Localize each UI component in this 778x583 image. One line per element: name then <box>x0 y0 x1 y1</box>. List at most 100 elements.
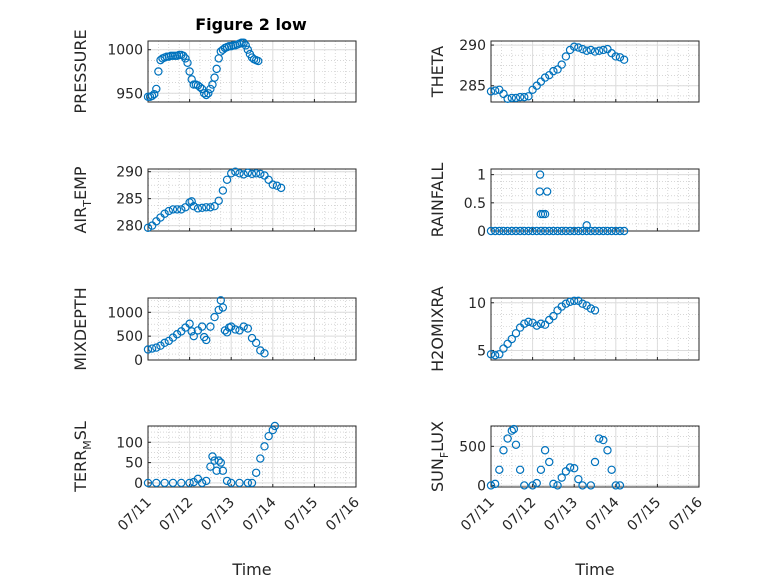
y-tick-label: 0 <box>477 478 486 494</box>
y-axis-label-main: RAINFALL <box>428 163 447 238</box>
y-axis-label-main: MIXDEPTH <box>71 287 90 370</box>
data-point <box>268 425 277 435</box>
data-point <box>156 55 165 65</box>
data-point <box>270 421 280 431</box>
data-point <box>578 226 587 236</box>
data-point <box>189 331 198 341</box>
data-point <box>179 51 188 61</box>
data-point <box>594 46 604 55</box>
data-point <box>590 47 600 56</box>
y-axis-label: H2OMIXRA <box>428 286 447 372</box>
data-point <box>231 325 240 334</box>
y-tick-label: 0 <box>477 224 486 240</box>
x-tick-label: 07/16 <box>323 494 363 534</box>
data-point <box>143 478 153 488</box>
data-point <box>590 226 600 236</box>
y-axis-label-main: AIR <box>71 207 90 234</box>
data-point <box>611 481 621 490</box>
series-markers <box>143 296 269 358</box>
y-tick-label: 0.5 <box>464 196 486 212</box>
data-point <box>520 319 529 328</box>
data-point <box>220 326 230 335</box>
data-point <box>160 209 169 218</box>
data-point <box>222 476 232 486</box>
subplot-7: 0 50 100 07/11 07/12 07/13 07/14 07/15 07/16 Time… <box>71 421 363 579</box>
y-axis-label-main: PRESSURE <box>71 29 90 113</box>
data-point <box>536 226 546 236</box>
data-point <box>206 322 215 331</box>
data-point <box>214 456 223 465</box>
data-point <box>561 226 571 236</box>
data-point <box>239 322 248 331</box>
data-point <box>549 66 558 76</box>
data-point <box>185 478 194 488</box>
subplot-5: 0 500 1000 MIXDEPTH <box>71 287 357 371</box>
axes-box <box>490 425 700 488</box>
y-axis-label-sub: F <box>438 452 451 458</box>
x-tick-label: 07/11 <box>115 495 155 535</box>
data-point <box>185 319 194 328</box>
y-tick-label: 500 <box>459 439 486 455</box>
data-point <box>152 478 161 488</box>
data-point <box>490 479 500 489</box>
y-tick-label: 500 <box>116 329 143 345</box>
x-tick-label: 07/14 <box>240 494 280 534</box>
y-axis-label: AIRTEMP <box>71 166 94 233</box>
series-markers <box>486 424 625 490</box>
data-point <box>254 56 263 66</box>
data-point <box>499 344 508 353</box>
series-markers <box>486 42 629 103</box>
data-point <box>507 93 516 103</box>
data-point <box>218 45 228 54</box>
data-point <box>206 462 215 471</box>
subplot-3: 280 285 290 AIRTEMP <box>71 165 357 235</box>
data-point <box>202 90 211 100</box>
y-tick-label: 0 <box>134 353 143 369</box>
y-axis-label-rest: EMP <box>71 166 90 200</box>
data-point <box>540 446 550 455</box>
axes-box <box>490 297 700 361</box>
data-point <box>507 226 516 236</box>
data-point <box>578 299 587 308</box>
data-point <box>545 226 554 236</box>
x-tick-label: 07/16 <box>666 494 706 534</box>
data-point <box>520 92 529 102</box>
data-point <box>208 452 217 461</box>
data-point <box>603 44 612 54</box>
data-point <box>154 67 163 76</box>
x-tick-label: 07/14 <box>583 494 623 534</box>
data-point <box>565 226 575 236</box>
data-point <box>524 317 533 327</box>
data-point <box>557 226 566 236</box>
data-point <box>486 87 496 96</box>
y-axis-label-main: SUN <box>428 458 447 492</box>
data-point <box>570 464 579 473</box>
data-point <box>268 180 277 189</box>
y-axis-label: SUNFLUX <box>428 421 451 492</box>
data-point <box>187 75 196 84</box>
data-point <box>503 226 512 236</box>
x-tick-label: 07/13 <box>198 495 238 535</box>
subplot-6: 5 10 H2OMIXRA <box>428 286 700 372</box>
data-point <box>542 187 552 196</box>
x-axis-label: Time <box>574 560 614 579</box>
y-axis-label-main: TERR <box>71 450 90 493</box>
data-point <box>590 457 600 467</box>
y-axis-label: PRESSURE <box>71 29 90 113</box>
data-point <box>212 466 221 475</box>
data-point <box>204 89 213 98</box>
data-point <box>239 38 248 47</box>
data-point <box>490 351 500 360</box>
data-point <box>168 205 178 214</box>
y-axis-label: RAINFALL <box>428 163 447 238</box>
data-point <box>495 85 504 95</box>
data-point <box>177 205 186 214</box>
data-point <box>594 434 604 443</box>
data-point <box>582 221 591 230</box>
subplot-1: 950 1000 PRESSURE <box>71 29 357 114</box>
axes-box <box>147 168 357 232</box>
data-point <box>507 334 516 344</box>
data-point <box>214 196 223 206</box>
series-markers <box>143 38 263 101</box>
data-point <box>185 67 194 76</box>
